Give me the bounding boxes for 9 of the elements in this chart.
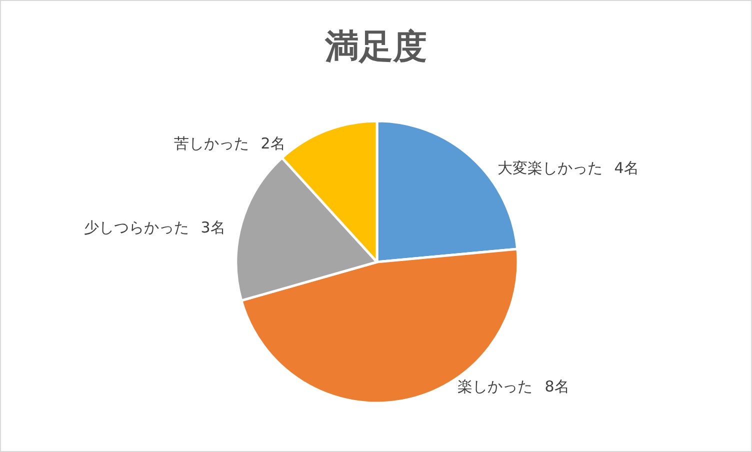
data-label: 3名 (200, 218, 226, 236)
slice-label: 苦しかった (174, 134, 249, 153)
chart-title: 満足度 (324, 27, 427, 67)
slice-label: 少しつらかった (84, 218, 189, 236)
slice-label: 大変楽しかった (497, 159, 602, 178)
slice-label: 楽しかった (458, 378, 533, 396)
data-label: 2名 (260, 134, 286, 153)
data-label: 4名 (614, 159, 639, 178)
data-label: 8名 (544, 378, 570, 396)
